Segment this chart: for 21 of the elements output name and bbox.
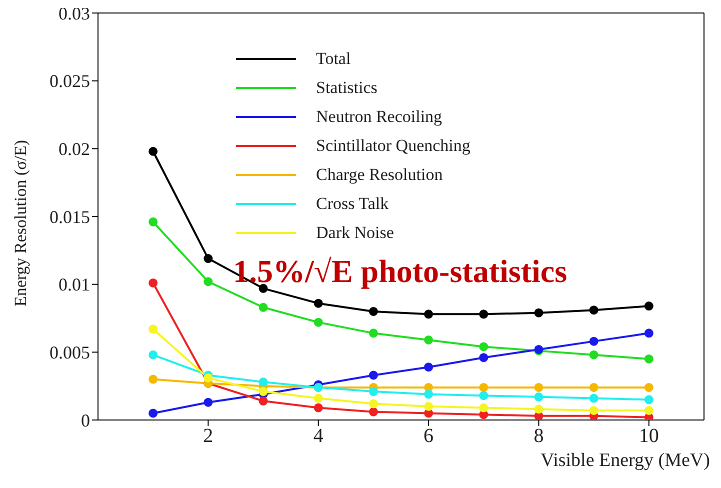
x-tick-label: 4 [313,425,324,448]
legend-label: Neutron Recoiling [316,106,442,126]
x-tick-label: 8 [534,425,544,448]
legend-label: Dark Noise [316,222,394,242]
legend-label: Cross Talk [316,194,389,214]
x-axis-title: Visible Energy (MeV) [540,450,710,471]
y-tick-label: 0.025 [50,71,90,92]
annotation: 1.5%/√E photo-statistics [233,253,568,290]
y-tick-label: 0 [81,410,90,430]
y-tick-label: 0.005 [50,342,90,363]
y-axis-title: Energy Resolution (σ/E) [11,140,30,306]
x-tick-label: 6 [424,425,434,448]
x-tick-label: 2 [203,425,214,448]
y-tick-label: 0.02 [58,139,90,160]
y-tick-label: 0.01 [58,274,90,295]
x-tick-label: 10 [638,425,659,448]
legend-label: Charge Resolution [316,164,443,184]
y-tick-label: 0.015 [50,206,90,227]
legend-label: Statistics [316,78,378,98]
legend-label: Scintillator Quenching [316,136,470,156]
legend-label: Total [316,48,351,68]
